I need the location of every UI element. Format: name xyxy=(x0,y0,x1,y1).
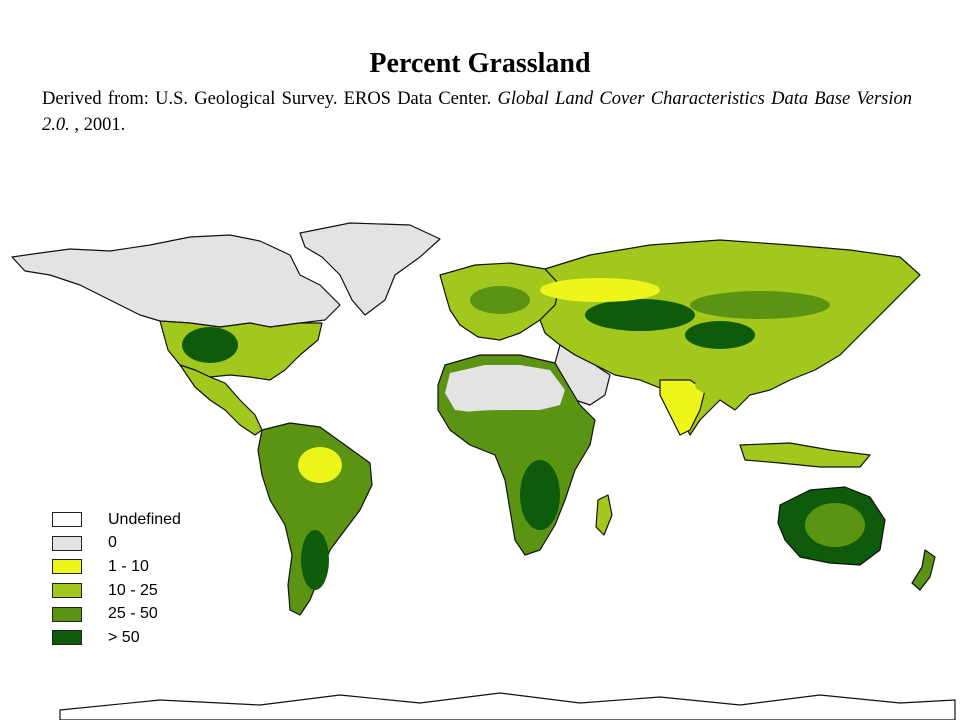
legend-swatch xyxy=(52,535,82,551)
antarctica xyxy=(59,692,956,720)
citation-suffix: , 2001. xyxy=(74,115,126,135)
map-legend: Undefined 0 1 - 10 10 - 25 25 - 50 > 50 xyxy=(52,508,212,650)
map-title: Percent Grassland xyxy=(369,48,591,79)
legend-item-undefined: Undefined xyxy=(52,508,212,532)
legend-label: Undefined xyxy=(108,510,181,528)
legend-label: 1 - 10 xyxy=(108,557,149,575)
legend-item-1-10: 1 - 10 xyxy=(52,555,212,579)
source-citation: Derived from: U.S. Geological Survey. ER… xyxy=(42,86,912,138)
world-grassland-map xyxy=(11,222,956,720)
legend-label: 0 xyxy=(108,534,117,552)
greenland xyxy=(299,222,441,316)
legend-item-0: 0 xyxy=(52,532,212,556)
north-america-north xyxy=(11,234,341,328)
legend-item-10-25: 10 - 25 xyxy=(52,579,212,603)
legend-label: > 50 xyxy=(108,628,140,646)
legend-swatch xyxy=(52,630,82,646)
legend-item-gt-50: > 50 xyxy=(52,626,212,650)
legend-label: 25 - 50 xyxy=(108,605,158,623)
legend-item-25-50: 25 - 50 xyxy=(52,602,212,626)
southeast-asia-islands xyxy=(739,442,871,468)
legend-swatch xyxy=(52,559,82,575)
grassland-patches xyxy=(182,278,865,590)
legend-swatch xyxy=(52,583,82,599)
citation-prefix: Derived from: U.S. Geological Survey. ER… xyxy=(42,89,498,109)
new-zealand xyxy=(911,549,936,591)
citation-dataset-title: Global Land Cover Characteristics Data B… xyxy=(42,89,912,135)
legend-swatch xyxy=(52,512,82,528)
madagascar xyxy=(595,494,613,536)
legend-swatch xyxy=(52,606,82,622)
legend-label: 10 - 25 xyxy=(108,581,158,599)
india xyxy=(659,379,706,436)
sahara xyxy=(445,365,565,413)
